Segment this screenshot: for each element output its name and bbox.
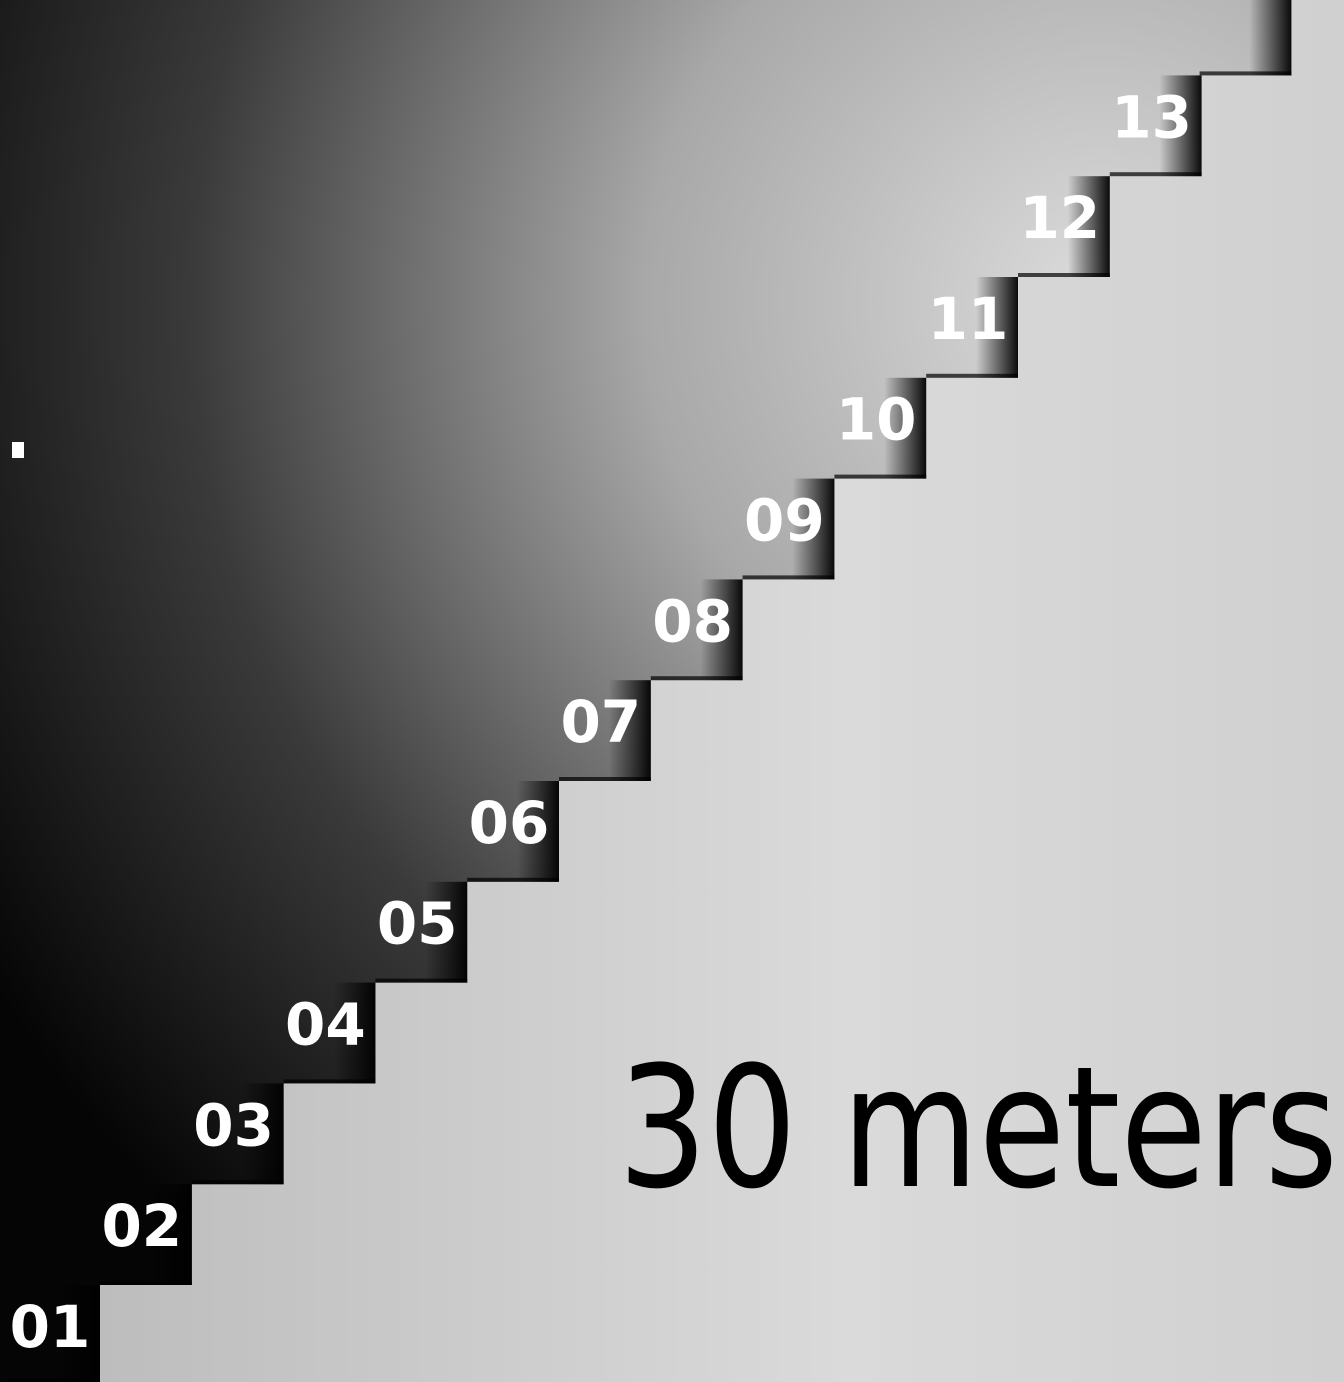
step-label: 13 [1111,83,1192,151]
stairs [8,0,1344,1382]
tread-edge [650,676,743,681]
step-label: 03 [193,1091,274,1159]
caption: 30 meters [618,1030,1338,1226]
tread-edge [283,1079,376,1084]
step-label: 04 [285,991,366,1059]
riser-shadow [149,1184,192,1285]
tread-edge [467,877,559,882]
step-label: 06 [469,789,550,857]
riser-shadow [333,982,376,1084]
step-label: 09 [744,487,825,555]
step-label: 07 [560,688,641,756]
riser-shadow [884,377,927,479]
tread-edge [375,978,468,983]
step-label: 11 [928,285,1009,353]
riser-shadow [425,881,468,983]
tread-edge [559,777,651,781]
riser-shadow [1159,75,1202,177]
riser-shadow [700,579,743,681]
tread-edge [191,1180,284,1185]
tread-edge [8,1378,101,1382]
tread-edge [742,575,835,580]
tread-edge [1199,71,1292,76]
riser-shadow [58,1285,100,1382]
riser-shadow [792,478,835,580]
step-label: 01 [10,1293,91,1361]
step-label: 05 [377,890,458,958]
riser-shadow [241,1083,284,1185]
step-label: 10 [836,386,917,454]
stair-body [100,0,1344,1382]
tread-edge [100,1281,192,1285]
step-label: 12 [1019,184,1100,252]
tread-edge [1018,273,1110,277]
tread-edge [834,474,927,479]
riser-shadow [517,781,559,882]
step-label: 08 [652,587,733,655]
riser-shadow [608,680,651,781]
tread-edge [1109,172,1202,177]
riser-shadow [1249,0,1292,76]
tread-edge [926,373,1018,378]
dot [12,442,24,458]
step-label: 02 [101,1192,182,1260]
riser-shadow [1067,176,1110,277]
riser-shadow [976,277,1018,378]
